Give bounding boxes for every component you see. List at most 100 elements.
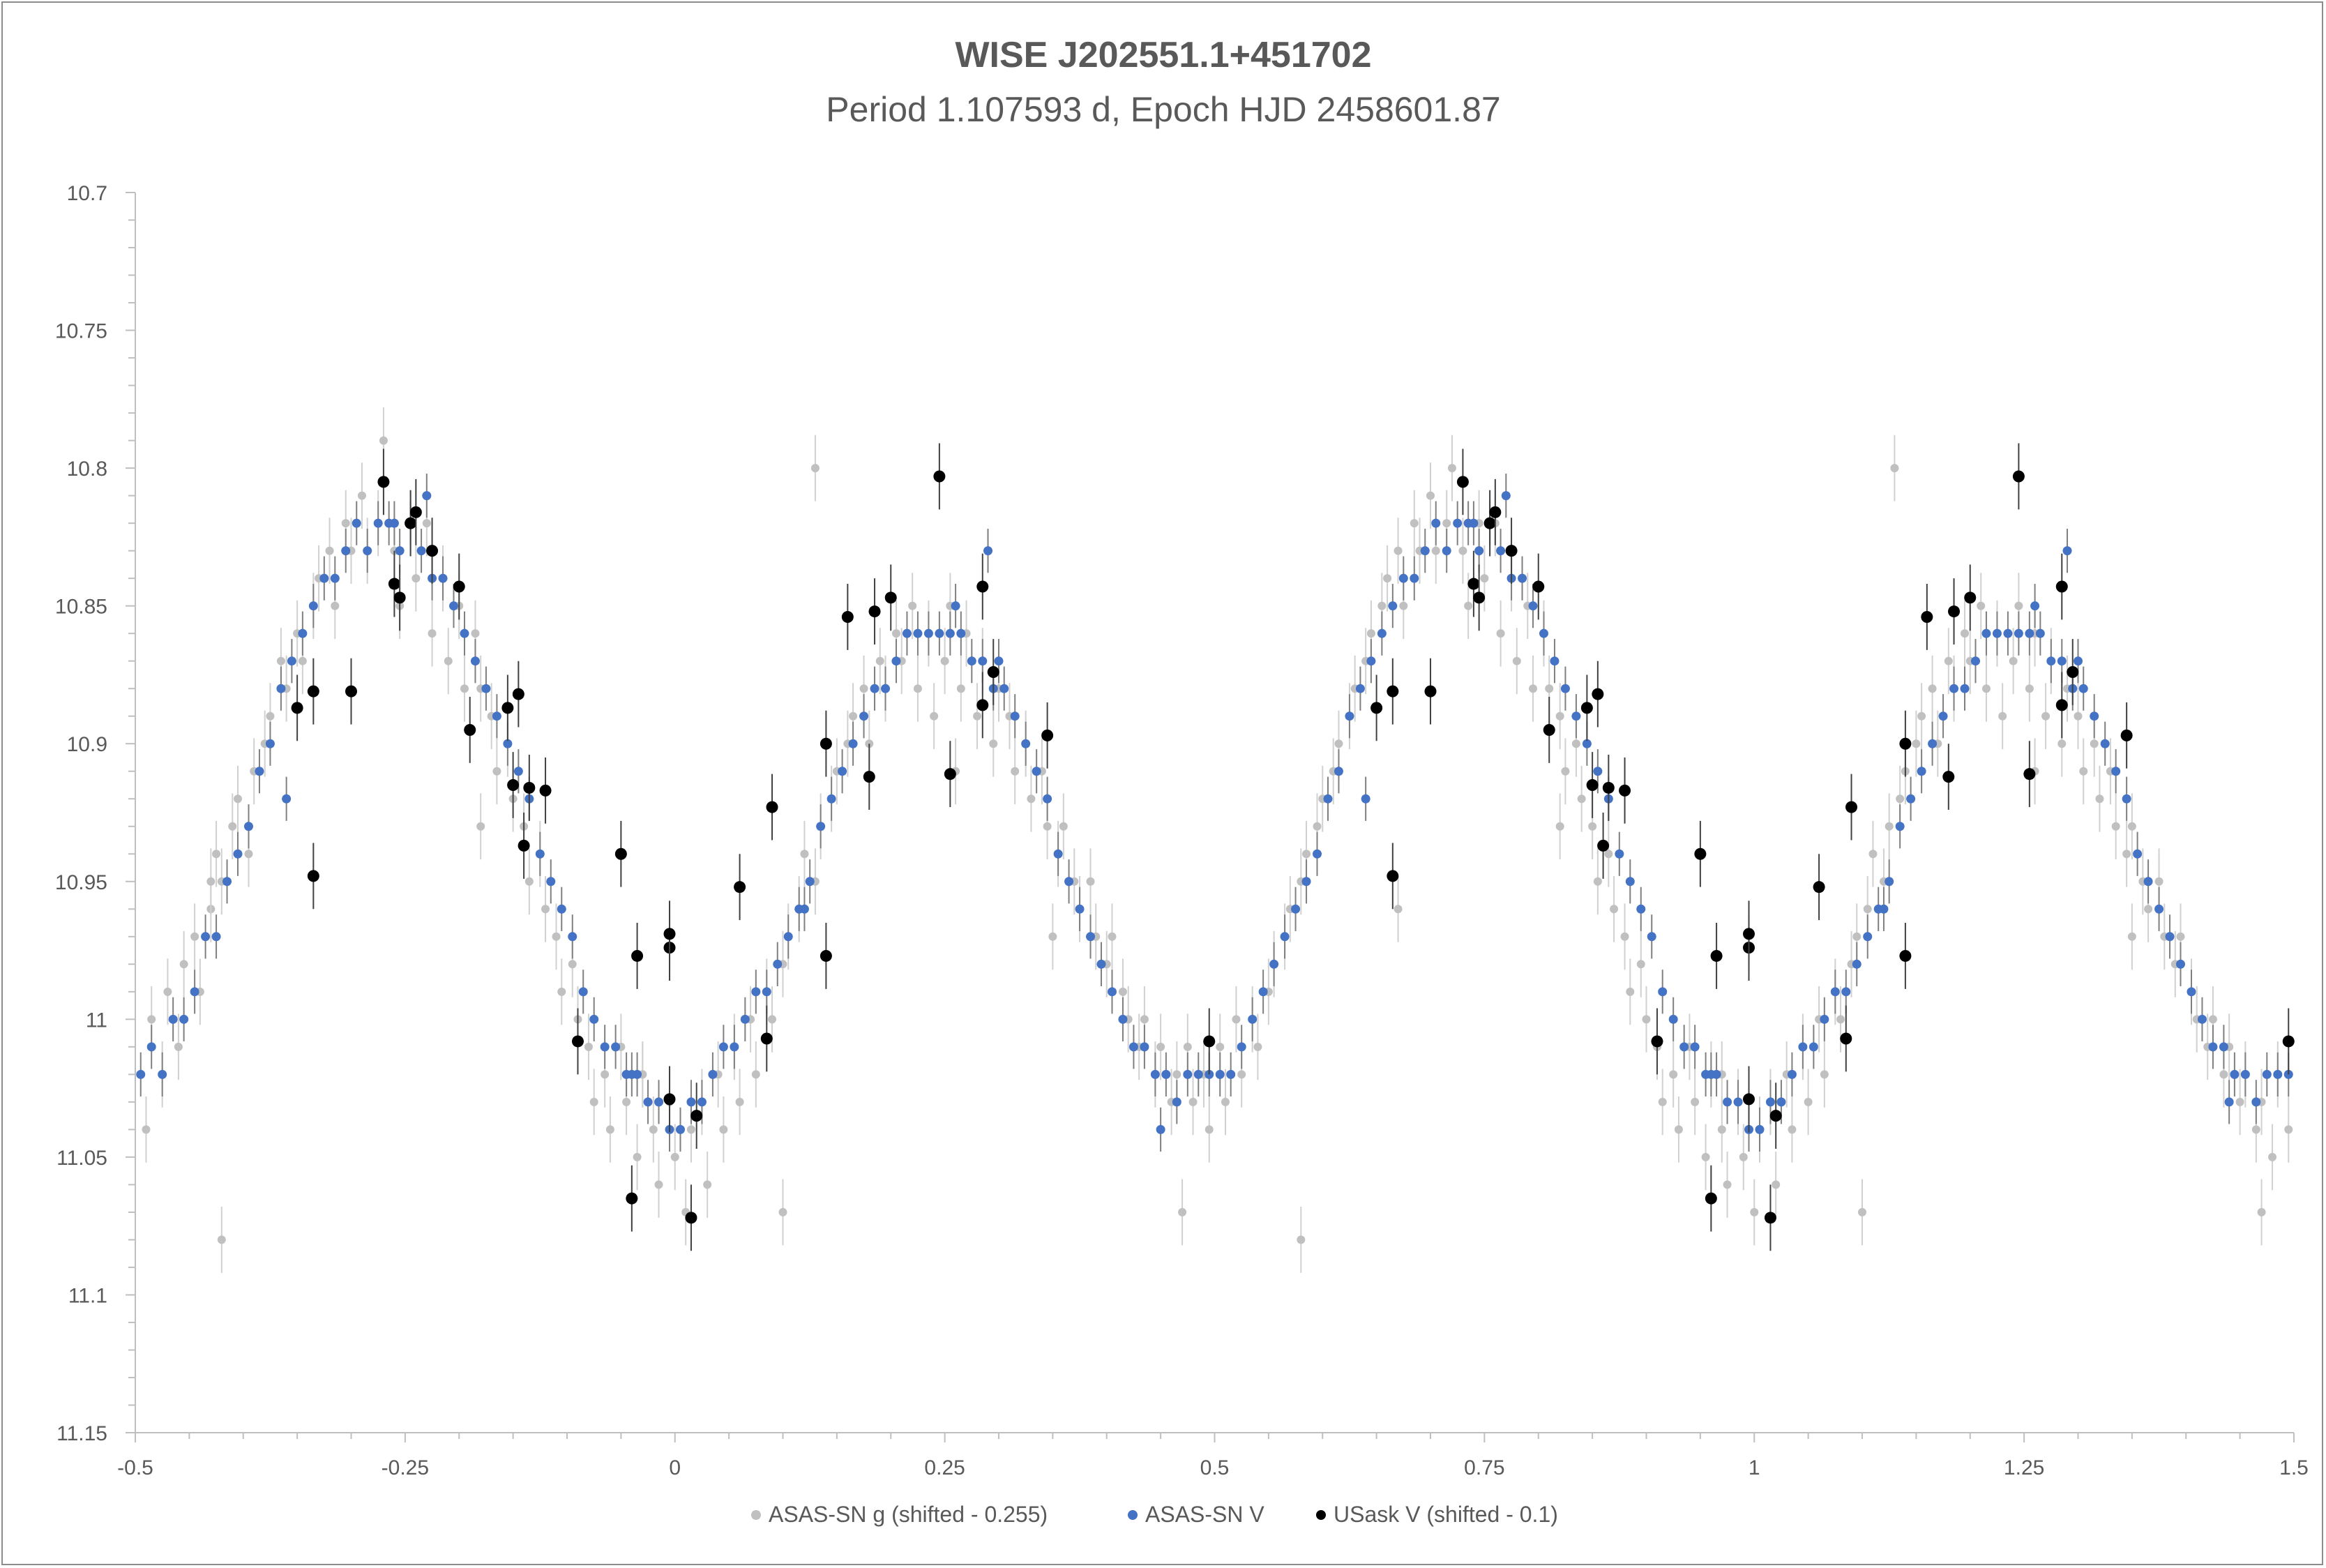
data-point xyxy=(2122,794,2131,804)
data-point xyxy=(1647,932,1656,942)
data-point xyxy=(1938,711,1948,721)
data-point xyxy=(2120,729,2133,741)
data-point xyxy=(330,573,340,583)
data-point xyxy=(1543,723,1555,736)
legend-label: ASAS-SN g (shifted - 0.255) xyxy=(769,1502,1048,1527)
data-point xyxy=(1961,629,1970,638)
data-point xyxy=(1701,1152,1710,1161)
y-tick-label: 11 xyxy=(86,1009,107,1032)
data-point xyxy=(1361,794,1370,804)
data-point xyxy=(1410,519,1419,528)
data-point xyxy=(234,794,243,804)
data-point xyxy=(1096,959,1106,969)
data-point xyxy=(1539,628,1548,638)
data-point xyxy=(816,822,826,831)
data-point xyxy=(1970,656,1980,666)
data-point xyxy=(1755,1124,1765,1134)
data-point xyxy=(1804,1097,1813,1106)
data-point xyxy=(266,711,275,721)
data-point xyxy=(2095,794,2104,804)
x-tick-label: 0.5 xyxy=(1200,1456,1230,1479)
data-point xyxy=(2023,768,2036,781)
data-point xyxy=(1949,684,1959,693)
data-point xyxy=(2055,699,2068,711)
data-point xyxy=(345,685,357,698)
data-point xyxy=(783,932,793,942)
data-point xyxy=(1636,904,1646,914)
data-point xyxy=(1858,1207,1866,1216)
data-point xyxy=(147,1015,156,1024)
data-point xyxy=(1555,711,1564,721)
data-point xyxy=(1710,949,1723,962)
data-point xyxy=(1597,839,1610,852)
data-point xyxy=(2090,711,2099,721)
data-point xyxy=(940,656,949,665)
data-point xyxy=(2282,1035,2295,1048)
data-point xyxy=(2224,1097,2234,1107)
data-point xyxy=(1723,1097,1732,1107)
data-point xyxy=(449,601,459,611)
data-point xyxy=(1571,739,1580,748)
data-point xyxy=(1992,628,2002,638)
series-usask-v xyxy=(291,443,2295,1251)
data-point xyxy=(718,1042,728,1052)
data-point xyxy=(2100,739,2110,748)
data-point xyxy=(1890,464,1899,473)
data-point xyxy=(956,628,966,638)
data-point xyxy=(2208,1042,2218,1052)
data-point xyxy=(1620,932,1629,941)
data-point xyxy=(206,877,216,886)
data-point xyxy=(255,767,264,776)
data-point xyxy=(571,1035,584,1048)
data-point xyxy=(2046,656,2056,666)
data-point xyxy=(395,546,405,556)
data-point xyxy=(1370,702,1383,714)
data-point xyxy=(1258,987,1268,997)
data-point xyxy=(1593,877,1602,886)
data-point xyxy=(1577,794,1586,804)
data-point xyxy=(341,519,350,528)
data-point xyxy=(1602,781,1615,794)
data-point xyxy=(1694,847,1707,860)
data-point xyxy=(411,574,421,583)
data-point xyxy=(2090,739,2099,748)
data-point xyxy=(2012,470,2025,483)
data-point xyxy=(557,904,566,914)
data-point xyxy=(212,850,221,859)
data-point xyxy=(2009,656,2018,665)
data-point xyxy=(1750,1207,1759,1216)
data-point xyxy=(1841,987,1851,997)
data-point xyxy=(1059,822,1068,831)
data-point xyxy=(319,573,329,583)
data-point xyxy=(2273,1069,2283,1079)
data-point xyxy=(1383,574,1392,583)
data-point xyxy=(1334,739,1343,748)
data-point xyxy=(1464,601,1473,610)
data-point xyxy=(989,739,998,748)
data-point xyxy=(875,656,884,665)
data-point xyxy=(820,949,832,962)
data-point xyxy=(1593,767,1603,776)
data-point xyxy=(276,684,286,693)
data-point xyxy=(1107,987,1117,997)
data-point xyxy=(2035,628,2045,638)
data-point xyxy=(163,987,172,996)
data-point xyxy=(1221,1097,1230,1106)
data-point xyxy=(1021,739,1031,748)
data-point xyxy=(1788,1125,1797,1134)
data-point xyxy=(453,580,465,593)
data-point xyxy=(1248,1014,1258,1024)
data-point xyxy=(438,573,448,583)
data-point xyxy=(1813,881,1825,894)
data-point xyxy=(751,1070,760,1079)
x-tick-label: 0.25 xyxy=(924,1456,965,1479)
data-point xyxy=(1625,877,1635,887)
data-point xyxy=(2176,959,2186,969)
data-point xyxy=(341,546,351,556)
data-point xyxy=(471,629,480,638)
data-point xyxy=(1776,1097,1786,1107)
data-point xyxy=(1717,1125,1726,1134)
data-point xyxy=(1118,987,1127,996)
data-point xyxy=(944,768,956,781)
data-point xyxy=(1674,1125,1683,1134)
